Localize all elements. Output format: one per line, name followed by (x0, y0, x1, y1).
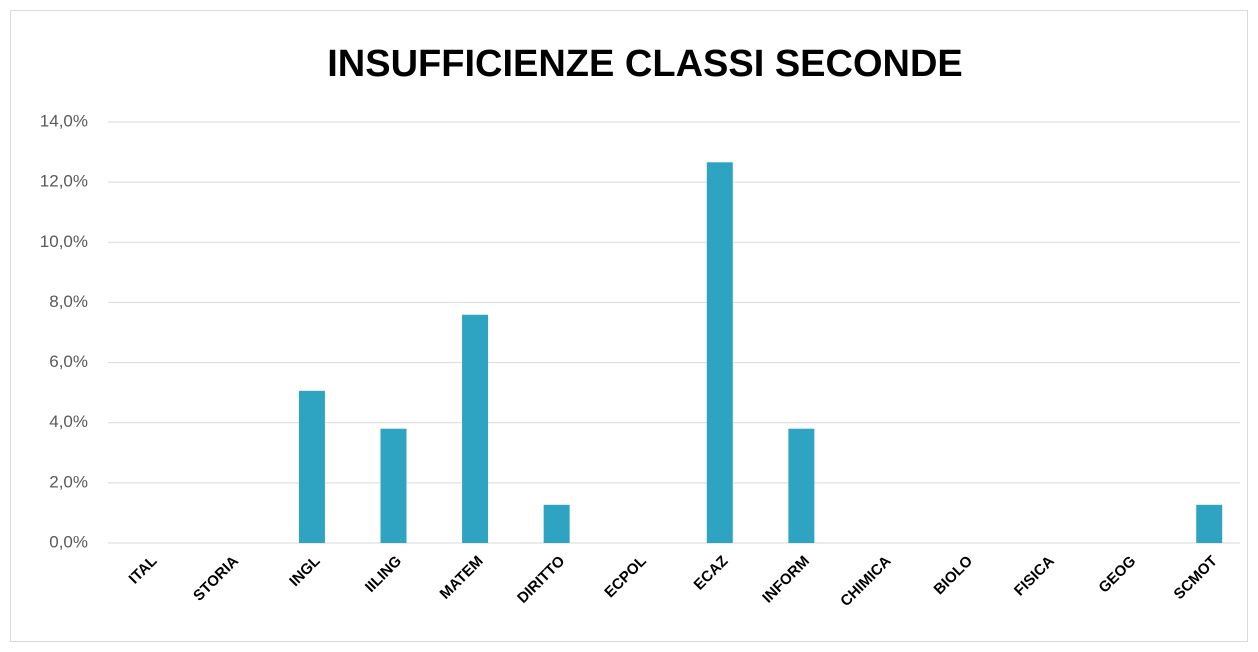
bar (543, 504, 570, 543)
y-tick-label: 6,0% (49, 352, 88, 371)
bar (462, 314, 489, 543)
y-tick-label: 8,0% (49, 292, 88, 311)
bar (706, 162, 733, 543)
y-tick-label: 10,0% (40, 232, 88, 251)
bar (1196, 504, 1223, 543)
bar (788, 428, 815, 543)
bar (380, 428, 407, 543)
y-tick-label: 4,0% (49, 412, 88, 431)
y-tick-label: 12,0% (40, 172, 88, 191)
y-tick-label: 14,0% (40, 111, 88, 130)
chart-title: INSUFFICIENZE CLASSI SECONDE (327, 43, 963, 85)
chart-frame (10, 10, 1248, 642)
bar (298, 390, 325, 543)
y-tick-label: 2,0% (49, 472, 88, 491)
y-tick-label: 0,0% (49, 532, 88, 551)
